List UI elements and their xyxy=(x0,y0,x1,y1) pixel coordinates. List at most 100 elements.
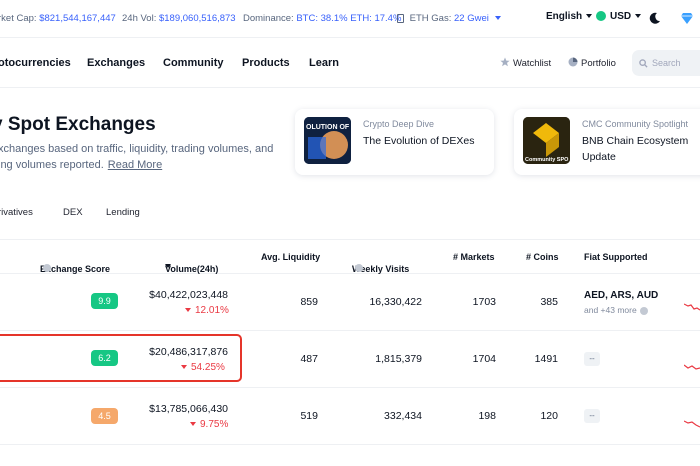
gas-label: ETH Gas: xyxy=(409,13,452,24)
fiat-empty: -- xyxy=(584,352,600,366)
caret-down-icon xyxy=(190,422,196,427)
volume-stat[interactable]: 24h Vol: $189,060,516,873 xyxy=(122,13,236,24)
header-markets[interactable]: # Markets xyxy=(453,252,495,262)
svg-text:Community SPO: Community SPO xyxy=(525,157,569,163)
card-heading: The Evolution of DEXes xyxy=(363,135,475,147)
tab-lending[interactable]: Lending xyxy=(106,207,140,218)
info-icon[interactable] xyxy=(355,264,363,272)
article-thumbnail: OLUTION OF xyxy=(304,117,351,164)
nav-community[interactable]: Community xyxy=(163,57,224,69)
title-fragment: y xyxy=(0,114,8,135)
spotlight-card-community[interactable]: Community SPO CMC Community Spotlight BN… xyxy=(514,109,700,175)
header-coins[interactable]: # Coins xyxy=(526,252,559,262)
volume-value: $13,785,066,430 xyxy=(149,403,228,415)
spotlight-card-deep-dive[interactable]: OLUTION OF Crypto Deep Dive The Evolutio… xyxy=(295,109,494,175)
market-cap-label: rket Cap: xyxy=(0,13,37,24)
weekly-visits: 16,330,422 xyxy=(369,296,422,308)
weekly-visits: 332,434 xyxy=(384,410,422,422)
chevron-down-icon xyxy=(495,16,502,21)
card-kicker: CMC Community Spotlight xyxy=(582,119,689,129)
tab-dex[interactable]: DEX xyxy=(63,207,83,218)
avg-liquidity: 519 xyxy=(300,410,318,422)
nav-exchanges[interactable]: Exchanges xyxy=(87,57,146,69)
volume-change: 54.25% xyxy=(181,362,225,373)
tab-derivatives[interactable]: rivatives xyxy=(0,207,33,218)
coins-count: 120 xyxy=(540,410,558,422)
dominance-value[interactable]: BTC: 38.1% ETH: 17.4% xyxy=(296,13,402,24)
weekly-visits: 1,815,379 xyxy=(375,353,422,365)
chevron-down-icon xyxy=(635,14,642,19)
diamond-icon[interactable] xyxy=(680,11,694,25)
header-liquidity[interactable]: Avg. Liquidity xyxy=(261,252,321,262)
card-kicker: Crypto Deep Dive xyxy=(363,119,435,129)
coins-count: 1491 xyxy=(534,353,558,365)
fiat-list: AED, ARS, AUD xyxy=(584,290,659,301)
language-label: English xyxy=(546,11,583,22)
caret-down-icon xyxy=(181,365,187,370)
star-icon xyxy=(500,57,510,67)
volume-value: $20,486,317,876 xyxy=(149,346,228,358)
fiat-empty: -- xyxy=(584,409,600,423)
header-fiat[interactable]: Fiat Supported xyxy=(584,252,648,262)
change-value: 9.75% xyxy=(200,419,229,430)
sparkline-chart xyxy=(684,303,700,311)
nav-cryptocurrencies[interactable]: otocurrencies xyxy=(0,57,71,69)
fiat-more[interactable]: and +43 more xyxy=(584,305,648,315)
portfolio-link[interactable]: Portfolio xyxy=(568,57,616,69)
dominance-label: Dominance: xyxy=(243,13,294,24)
exchange-score-badge: 6.2 xyxy=(91,350,118,366)
volume-change: 9.75% xyxy=(190,419,228,430)
gas-value[interactable]: 22 Gwei xyxy=(453,13,489,24)
header-label: Weekly Visits xyxy=(352,264,410,274)
exchange-score-badge: 9.9 xyxy=(91,293,118,309)
language-selector[interactable]: English xyxy=(546,11,593,22)
moon-icon[interactable] xyxy=(649,12,661,24)
dominance-stat[interactable]: Dominance: BTC: 38.1% ETH: 17.4% xyxy=(243,13,401,24)
main-nav: otocurrencies Exchanges Community Produc… xyxy=(0,38,700,88)
search-input[interactable]: Search xyxy=(632,50,700,76)
market-cap-value[interactable]: $821,544,167,447 xyxy=(39,13,116,24)
currency-label: USD xyxy=(610,11,632,22)
table-row[interactable]: 9.9 $40,422,023,448 12.01% 859 16,330,42… xyxy=(0,274,700,331)
nav-products[interactable]: Products xyxy=(242,57,290,69)
volume-change: 12.01% xyxy=(185,305,229,316)
avg-liquidity: 859 xyxy=(300,296,318,308)
portfolio-label: Portfolio xyxy=(581,58,616,69)
page-title-text: Spot Exchanges xyxy=(7,114,156,135)
table-row[interactable]: 4.5 $13,785,066,430 9.75% 519 332,434 19… xyxy=(0,388,700,445)
description-text: xchanges based on traffic, liquidity, tr… xyxy=(0,143,274,171)
volume-value[interactable]: $189,060,516,873 xyxy=(158,13,236,24)
change-value: 12.01% xyxy=(195,305,229,316)
sort-down-icon xyxy=(165,264,171,268)
volume-label: 24h Vol: xyxy=(122,13,157,24)
svg-text:OLUTION OF: OLUTION OF xyxy=(306,124,350,131)
exchange-score-badge: 4.5 xyxy=(91,408,118,424)
watchlist-label: Watchlist xyxy=(513,58,552,69)
page-title: y Spot Exchanges xyxy=(0,114,156,136)
community-artwork: Community SPO xyxy=(523,117,570,164)
page-description: xchanges based on traffic, liquidity, tr… xyxy=(0,141,288,173)
volume-value: $40,422,023,448 xyxy=(149,289,228,301)
read-more-link[interactable]: Read More xyxy=(107,159,163,171)
coins-count: 385 xyxy=(540,296,558,308)
deep-dive-artwork: OLUTION OF xyxy=(304,117,351,164)
sparkline-chart xyxy=(684,364,700,370)
sparkline-chart xyxy=(684,420,700,428)
header-label: Volume(24h) xyxy=(165,264,219,274)
info-icon[interactable] xyxy=(639,306,648,315)
chevron-down-icon xyxy=(586,14,593,19)
market-cap-stat[interactable]: rket Cap: $821,544,167,447 xyxy=(0,13,116,24)
table-row[interactable]: 6.2 $20,486,317,876 54.25% 487 1,815,379… xyxy=(0,331,700,388)
gas-stat[interactable]: ETH Gas: 22 Gwei xyxy=(397,13,502,24)
article-thumbnail: Community SPO xyxy=(523,117,570,164)
markets-count: 1704 xyxy=(472,353,496,365)
highlight-annotation xyxy=(0,334,242,382)
info-icon[interactable] xyxy=(43,264,51,272)
search-placeholder: Search xyxy=(652,58,681,68)
change-value: 54.25% xyxy=(191,362,225,373)
currency-selector[interactable]: USD xyxy=(596,11,642,22)
nav-learn[interactable]: Learn xyxy=(309,57,339,69)
fiat-more-label: and +43 more xyxy=(584,305,637,315)
watchlist-link[interactable]: Watchlist xyxy=(500,57,551,69)
dollar-icon xyxy=(596,11,606,22)
